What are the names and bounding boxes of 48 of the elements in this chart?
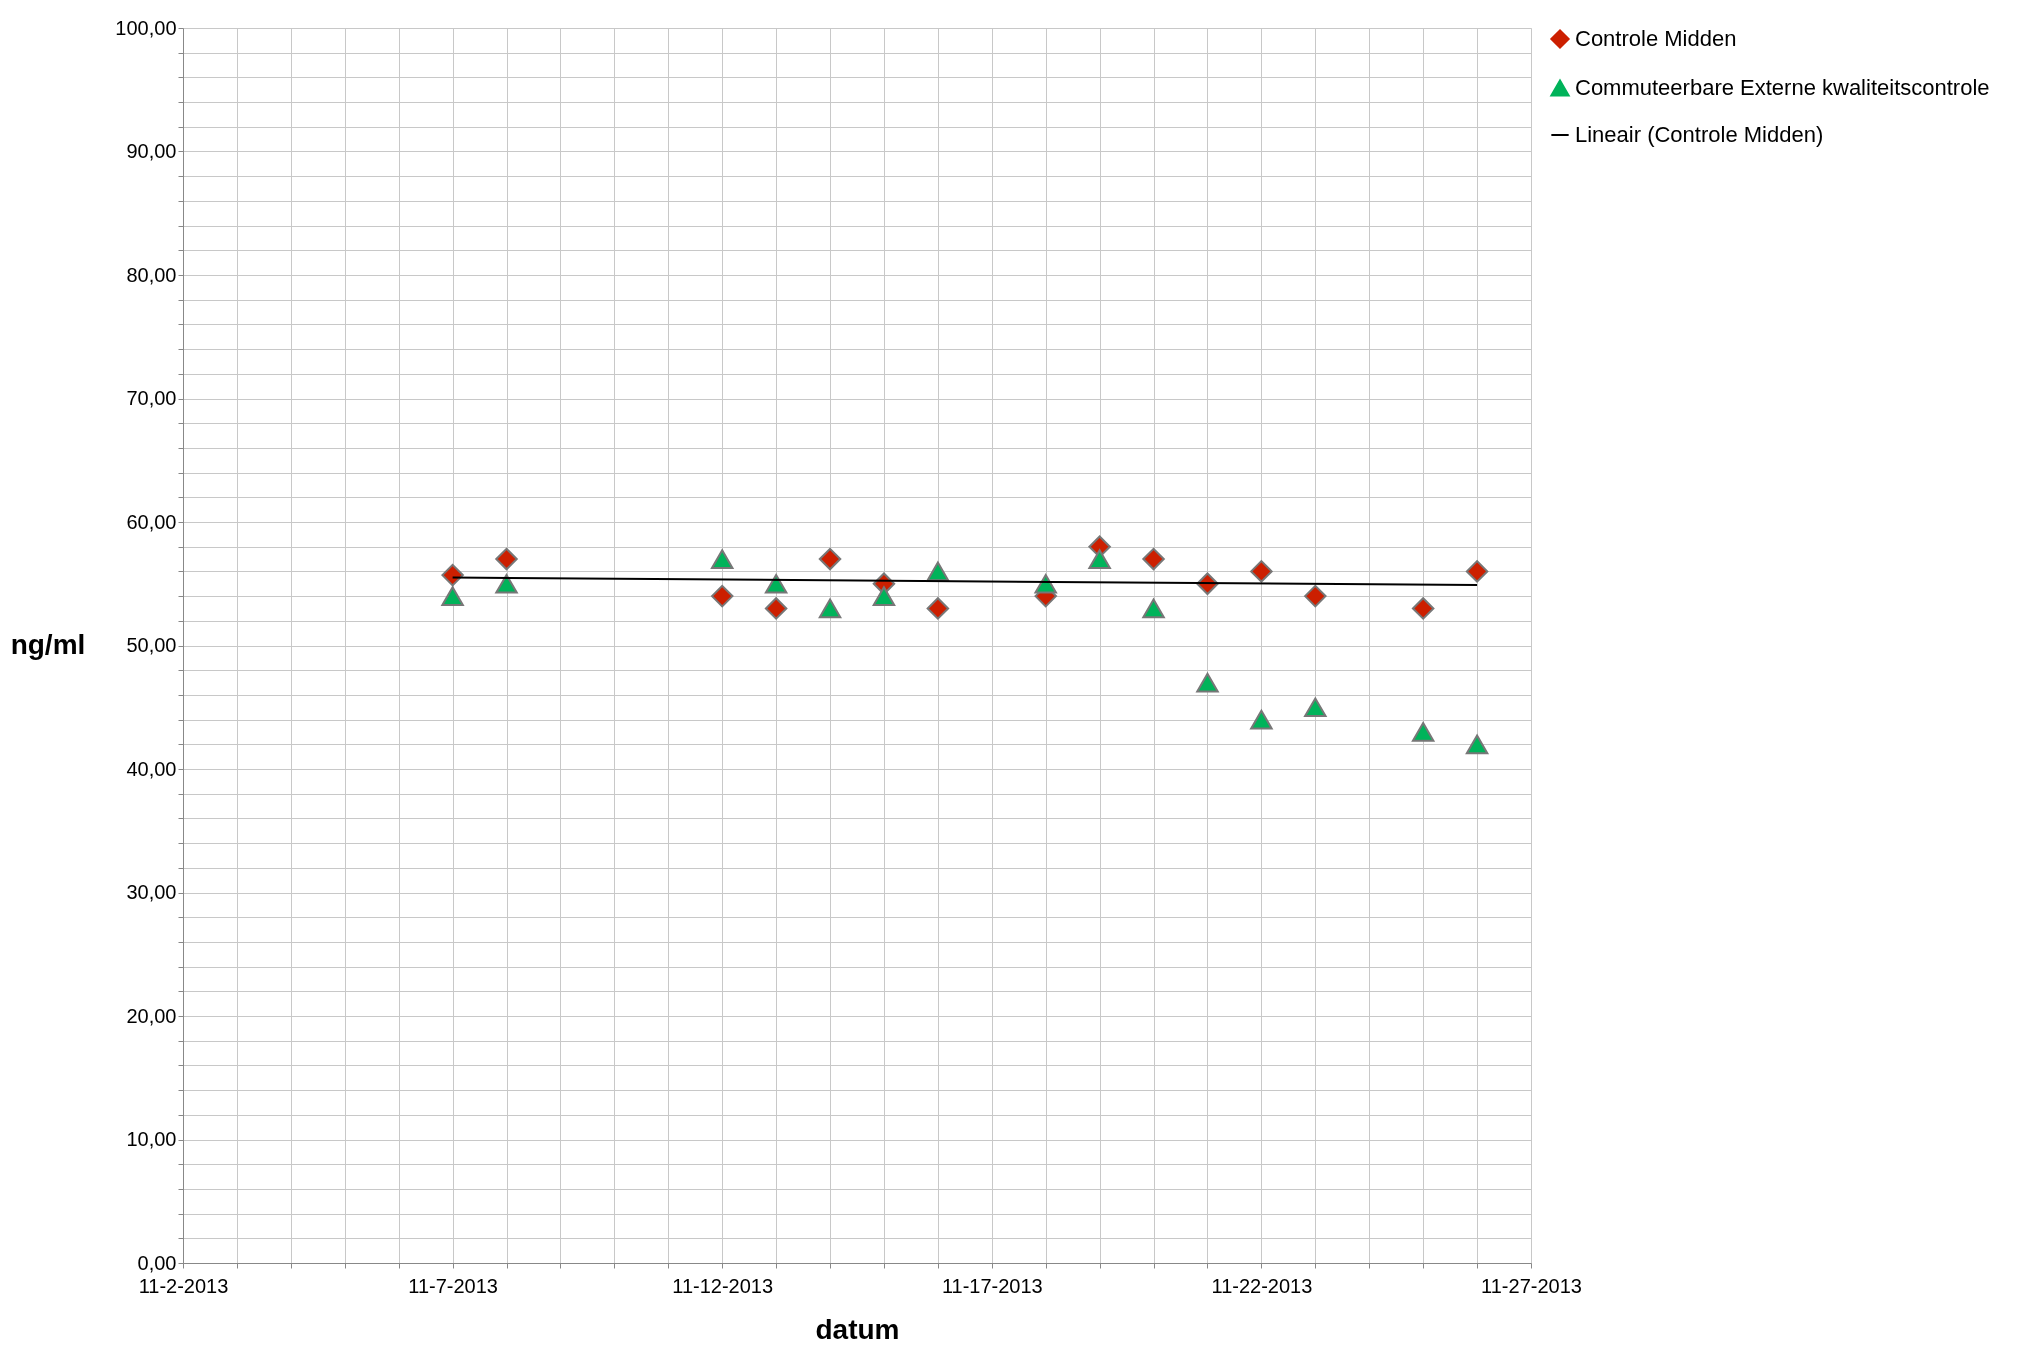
x-tick-label: 11-22-2013 bbox=[1211, 1274, 1313, 1297]
point bbox=[1250, 709, 1273, 730]
y-axis-title: ng/ml bbox=[10, 629, 86, 660]
point bbox=[1304, 697, 1327, 718]
x-axis-title: datum bbox=[815, 1313, 900, 1345]
point bbox=[1142, 598, 1165, 619]
point bbox=[441, 563, 464, 587]
point bbox=[1304, 584, 1327, 608]
point bbox=[818, 598, 842, 619]
y-tick-label: 0,00 bbox=[137, 1251, 177, 1274]
point bbox=[1250, 560, 1273, 583]
point bbox=[764, 597, 788, 620]
point bbox=[441, 586, 464, 606]
x-tick-label: 11-7-2013 bbox=[408, 1274, 498, 1297]
y-tick-label: 70,00 bbox=[126, 387, 177, 409]
point bbox=[764, 573, 788, 594]
y-tick-label: 10,00 bbox=[126, 1128, 177, 1150]
y-tick-label: 80,00 bbox=[126, 263, 177, 286]
point bbox=[872, 586, 896, 606]
x-tick-label: 11-17-2013 bbox=[941, 1274, 1043, 1297]
y-tick-label: 60,00 bbox=[126, 510, 177, 533]
point bbox=[1465, 734, 1489, 755]
x-tick-label: 11-27-2013 bbox=[1481, 1274, 1582, 1297]
y-tick-label: 90,00 bbox=[126, 140, 177, 162]
point bbox=[495, 573, 518, 594]
point bbox=[1411, 597, 1435, 620]
point bbox=[926, 561, 950, 582]
point bbox=[710, 549, 734, 569]
y-tick-label: 20,00 bbox=[126, 1004, 177, 1027]
point bbox=[1142, 547, 1165, 571]
point bbox=[926, 597, 950, 620]
point bbox=[818, 547, 842, 571]
x-tick-label: 11-12-2013 bbox=[672, 1274, 774, 1297]
y-tick-label: 50,00 bbox=[126, 634, 177, 656]
point bbox=[1465, 560, 1489, 583]
legend-label: Commuteerbare Externe kwaliteitscontrole bbox=[1575, 75, 1990, 100]
point bbox=[1034, 573, 1057, 594]
point bbox=[1088, 549, 1111, 569]
y-tick-label: 30,00 bbox=[126, 881, 177, 903]
point bbox=[495, 547, 518, 571]
y-tick-label: 100,00 bbox=[115, 16, 177, 39]
point bbox=[710, 584, 734, 608]
legend-label: Lineair (Controle Midden) bbox=[1575, 122, 1824, 147]
x-tick-label: 11-2-2013 bbox=[138, 1274, 229, 1297]
y-tick-label: 40,00 bbox=[126, 757, 177, 780]
legend-label: Controle Midden bbox=[1575, 26, 1737, 51]
point bbox=[1411, 722, 1435, 742]
point bbox=[1196, 672, 1219, 693]
